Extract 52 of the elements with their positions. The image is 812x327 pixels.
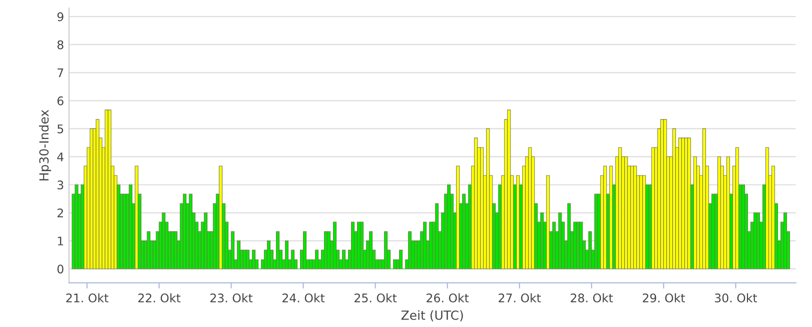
x-tick-label: 27. Okt (498, 293, 541, 302)
x-tick-label: 30. Okt (714, 293, 758, 302)
bar (246, 250, 250, 270)
bar (546, 175, 550, 270)
bar (108, 110, 112, 270)
y-tick-label: 5 (58, 124, 64, 134)
bar (579, 222, 583, 270)
bar (399, 250, 403, 270)
y-tick-label: 1 (58, 236, 64, 246)
y-axis-title: Hp30-Index (38, 110, 52, 180)
bar (218, 166, 222, 270)
bar (486, 128, 490, 270)
bar (435, 203, 439, 270)
bar (603, 166, 607, 270)
bar (302, 231, 307, 270)
bar (360, 222, 364, 270)
y-tick-label: 6 (57, 96, 64, 106)
bar (276, 231, 280, 270)
bar (342, 250, 346, 270)
x-tick-label: 24. Okt (282, 293, 325, 302)
bar (230, 231, 234, 270)
x-tick-label: 23. Okt (210, 293, 253, 302)
x-tick-label: 29. Okt (642, 293, 685, 302)
y-tick-label: 2 (58, 208, 63, 218)
y-tick-label: 0 (57, 264, 64, 274)
x-tick-label: 21. Okt (66, 293, 108, 302)
bar (284, 240, 289, 270)
bar (369, 231, 373, 270)
bar (588, 231, 592, 270)
x-axis-title: Zeit (UTC) (401, 310, 463, 322)
bar (333, 222, 337, 270)
bar (507, 110, 511, 270)
bar (552, 222, 556, 270)
bar (252, 250, 256, 270)
y-tick-label: 7 (58, 68, 64, 78)
bar (423, 222, 427, 270)
bar (384, 231, 388, 270)
bar (480, 147, 484, 270)
bar (290, 250, 295, 270)
bar (456, 166, 460, 270)
y-tick-label: 9 (57, 12, 64, 22)
x-tick-label: 22. Okt (138, 293, 180, 302)
bar (314, 250, 319, 270)
y-tick-label: 8 (57, 40, 64, 50)
y-tick-label: 3 (58, 180, 64, 190)
x-tick-label: 25. Okt (354, 293, 397, 302)
bar (609, 166, 613, 270)
x-tick-label: 28. Okt (570, 293, 613, 302)
x-tick-label: 26. Okt (426, 293, 469, 302)
bar (567, 203, 571, 270)
y-tick-label: 4 (57, 152, 64, 162)
bar (771, 166, 776, 270)
